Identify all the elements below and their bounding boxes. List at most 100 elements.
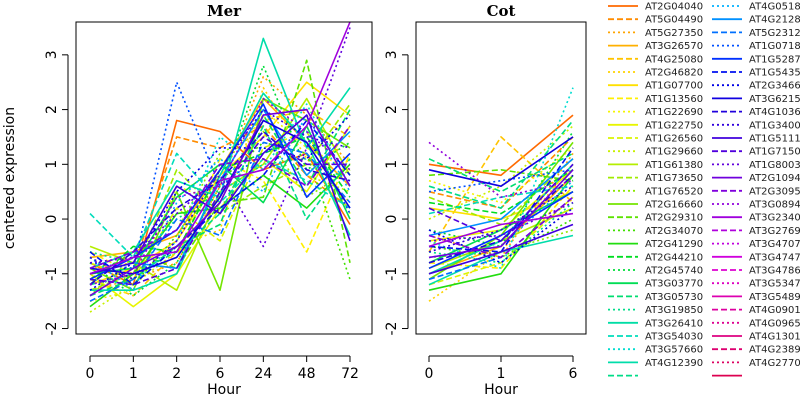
legend-label: AT2G1094 (749, 173, 800, 184)
legend-label: AT5G2312 (749, 28, 800, 39)
mer-y-tick-label: 2 (44, 105, 60, 114)
cot-series-line (428, 185, 574, 270)
cot-series-line (428, 125, 574, 220)
cot-series-line (428, 212, 574, 248)
legend-label: AT2G16660 (645, 200, 703, 211)
mer-series-line (89, 119, 351, 286)
cot-y-tick-label: -2 (384, 322, 400, 336)
cot-series-line (428, 147, 574, 204)
legend-label: AT1G22750 (645, 120, 703, 131)
cot-series-line (428, 163, 574, 242)
legend-label: AT1G5287 (749, 54, 800, 65)
cot-series-line (428, 114, 574, 177)
cot-series-lines (428, 87, 574, 302)
mer-series-line (89, 65, 351, 297)
cot-y-tick-label: 0 (384, 215, 400, 224)
mer-y-tick-label: 3 (44, 50, 60, 59)
legend-label: AT3G54030 (645, 332, 703, 343)
mer-series-line (89, 141, 351, 302)
cot-series-line (428, 223, 574, 275)
legend-label: AT4G12390 (645, 358, 703, 369)
cot-y-axis: -2 -1 0 1 2 3 (384, 50, 409, 336)
cot-series-line (428, 201, 574, 264)
legend-label: AT1G07700 (645, 81, 703, 92)
mer-series-lines (89, 21, 351, 313)
legend-label: AT1G76520 (645, 186, 703, 197)
legend-label: AT1G7150 (749, 147, 800, 158)
cot-series-line (428, 136, 574, 253)
cot-plot-frame (415, 21, 587, 335)
mer-title: Mer (207, 2, 242, 20)
cot-series-line (428, 191, 574, 270)
legend-label: AT1G26560 (645, 134, 703, 145)
legend-label: AT3G03770 (645, 279, 703, 290)
legend-label: AT1G5111 (749, 134, 800, 145)
legend-label: AT3G26410 (645, 318, 703, 329)
mer-x-tick-label: 72 (341, 366, 359, 382)
cot-x-axis: 0 1 6 (425, 355, 578, 382)
mer-panel: Mer 0 1 2 6 24 48 72 -2 -1 0 1 2 3 Hour centered ex… (2, 2, 373, 398)
legend-label: AT3G5347 (749, 279, 800, 290)
legend-label: AT3G0894 (749, 200, 800, 211)
mer-y-axis: -2 -1 0 1 2 3 (44, 50, 69, 336)
mer-series-line (89, 125, 351, 286)
mer-x-tick-label: 24 (254, 366, 272, 382)
legend-label: AT1G61380 (645, 160, 703, 171)
cot-series-line (428, 174, 574, 291)
legend-label: AT4G0518 (749, 2, 800, 13)
legend-label: AT3G5489 (749, 292, 800, 303)
mer-y-tick-label: 0 (44, 215, 60, 224)
legend-label: AT2G45740 (645, 266, 703, 277)
mer-plot-frame (75, 21, 373, 335)
cot-y-tick-label: 1 (384, 160, 400, 169)
legend-label: AT2G04040 (645, 2, 703, 13)
legend-label: AT4G2128 (749, 15, 800, 26)
cot-x-tick-label: 6 (569, 366, 578, 382)
legend-label: AT5G04490 (645, 15, 703, 26)
cot-series-line (428, 185, 574, 253)
legend-label: AT3G6215 (749, 94, 800, 105)
legend-label: AT1G22690 (645, 107, 703, 118)
legend: AT2G04040 AT5G04490 AT5G27350 AT3G26570 AT4G… (608, 2, 800, 377)
legend-label: AT3G4747 (749, 252, 800, 263)
mer-x-axis-label: Hour (207, 382, 241, 398)
mer-series-line (89, 114, 351, 275)
legend-label: AT3G2340 (749, 213, 800, 224)
legend-label: AT4G0901 (749, 305, 800, 316)
legend-label: AT1G29660 (645, 147, 703, 158)
mer-series-line (89, 119, 351, 275)
cot-x-tick-label: 1 (497, 366, 506, 382)
mer-x-tick-label: 6 (216, 366, 225, 382)
legend-label: AT1G0718 (749, 41, 800, 52)
mer-y-tick-label: -1 (44, 267, 60, 281)
cot-y-tick-label: -1 (384, 267, 400, 281)
legend-label: AT2G3095 (749, 186, 800, 197)
cot-series-line (428, 158, 574, 237)
legend-label: AT3G4786 (749, 266, 800, 277)
cot-series-line (428, 169, 574, 193)
legend-label: AT5G27350 (645, 28, 703, 39)
mer-series-line (89, 136, 350, 286)
cot-series-line (428, 207, 574, 264)
mer-x-tick-label: 0 (86, 366, 95, 382)
legend-label: AT4G0965 (749, 318, 800, 329)
legend-label: AT4G25080 (645, 54, 703, 65)
legend-label: AT2G34070 (645, 226, 703, 237)
mer-y-tick-label: 1 (44, 160, 60, 169)
mer-series-line (89, 103, 351, 286)
legend-label: AT4G2770 (749, 358, 800, 369)
legend-label: AT3G4707 (749, 239, 800, 250)
mer-series-line (89, 108, 351, 297)
cot-series-line (428, 119, 574, 209)
mer-series-line (89, 125, 351, 270)
legend-label: AT4G2389 (749, 345, 800, 356)
legend-label: AT3G57660 (645, 345, 703, 356)
legend-label: AT1G5435 (749, 68, 800, 79)
legend-label: AT1G8003 (749, 160, 800, 171)
mer-series-line (89, 108, 351, 281)
mer-series-line (89, 86, 351, 270)
mer-series-line (89, 21, 351, 275)
mer-x-tick-label: 1 (129, 366, 138, 382)
mer-x-tick-label: 2 (172, 366, 181, 382)
